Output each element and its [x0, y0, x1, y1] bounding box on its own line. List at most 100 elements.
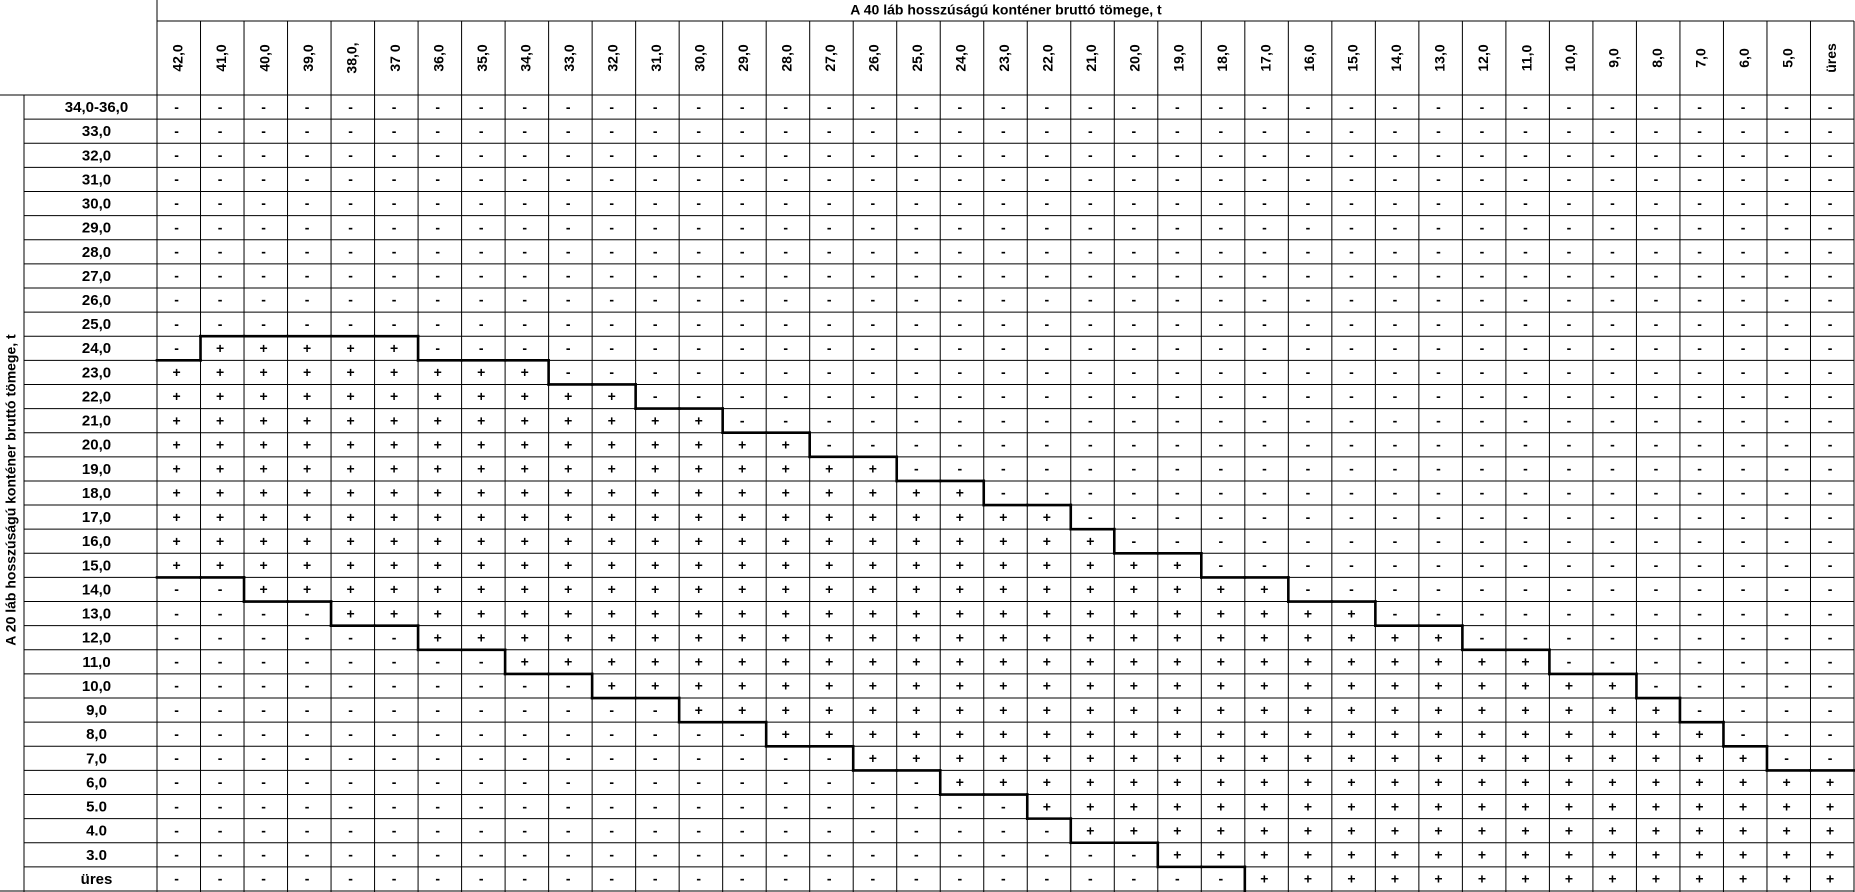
cell: - [479, 774, 484, 790]
cell: + [260, 461, 268, 477]
cell: + [260, 340, 268, 356]
cell: + [347, 605, 355, 621]
cell: - [1262, 195, 1267, 211]
cell: - [609, 268, 614, 284]
cell: - [1045, 99, 1050, 115]
cell: - [218, 678, 223, 694]
cell: - [392, 774, 397, 790]
cell: - [1523, 195, 1528, 211]
cell: - [827, 195, 832, 211]
cell: + [651, 629, 659, 645]
cell: - [1132, 316, 1137, 332]
cell: - [479, 678, 484, 694]
cell: - [1697, 436, 1702, 452]
cell: + [477, 461, 485, 477]
row-header: üres [81, 871, 113, 888]
cell: - [392, 702, 397, 718]
cell: + [1173, 847, 1181, 863]
cell: + [1304, 798, 1312, 814]
cell: + [1304, 774, 1312, 790]
cell: - [218, 316, 223, 332]
cell: + [738, 509, 746, 525]
cell: - [218, 871, 223, 887]
cell: - [1610, 340, 1615, 356]
cell: - [1132, 364, 1137, 380]
cell: + [434, 629, 442, 645]
cell: - [1088, 847, 1093, 863]
cell: + [1173, 774, 1181, 790]
cell: + [912, 750, 920, 766]
cell: + [172, 364, 180, 380]
cell: - [392, 822, 397, 838]
cell: - [1610, 629, 1615, 645]
cell: - [914, 268, 919, 284]
cell: - [827, 750, 832, 766]
cell: + [1347, 726, 1355, 742]
cell: - [218, 268, 223, 284]
column-header: 28,0 [779, 44, 795, 71]
cell: - [1436, 195, 1441, 211]
cell: + [825, 581, 833, 597]
cell: + [738, 654, 746, 670]
cell: + [1217, 702, 1225, 718]
cell: - [1001, 485, 1006, 501]
cell: - [653, 195, 658, 211]
cell: - [740, 364, 745, 380]
cell: - [1088, 147, 1093, 163]
row-axis-title: A 20 láb hosszúságú konténer bruttó töme… [3, 334, 19, 646]
cell: + [608, 581, 616, 597]
cell: - [261, 171, 266, 187]
cell: + [1782, 822, 1790, 838]
cell: - [1697, 171, 1702, 187]
cell: + [347, 581, 355, 597]
cell: - [1741, 533, 1746, 549]
cell: - [1262, 436, 1267, 452]
cell: + [303, 461, 311, 477]
column-header: 27,0 [822, 44, 838, 71]
cell: - [609, 798, 614, 814]
cell: - [1828, 702, 1833, 718]
cell: - [1567, 629, 1572, 645]
cell: - [1567, 123, 1572, 139]
cell: - [609, 243, 614, 259]
cell: - [1219, 171, 1224, 187]
cell: - [348, 316, 353, 332]
cell: + [1086, 654, 1094, 670]
cell: - [696, 774, 701, 790]
cell: - [435, 195, 440, 211]
cell: - [1262, 388, 1267, 404]
cell: - [1741, 678, 1746, 694]
cell: - [1697, 195, 1702, 211]
cell: - [348, 702, 353, 718]
cell: + [1565, 871, 1573, 887]
column-header: 13,0 [1431, 44, 1447, 71]
cell: - [827, 388, 832, 404]
cell: + [695, 509, 703, 525]
cell: - [392, 219, 397, 235]
cell: - [1610, 509, 1615, 525]
cell: - [1306, 243, 1311, 259]
cell: - [1306, 533, 1311, 549]
cell: - [305, 678, 310, 694]
cell: + [1739, 871, 1747, 887]
cell: + [1304, 605, 1312, 621]
cell: + [260, 509, 268, 525]
row-header: 19,0 [82, 461, 111, 478]
cell: - [1567, 219, 1572, 235]
cell: + [1739, 750, 1747, 766]
cell: - [566, 340, 571, 356]
cell: - [696, 822, 701, 838]
cell: - [1175, 316, 1180, 332]
cell: - [957, 798, 962, 814]
cell: + [216, 340, 224, 356]
cell: + [608, 509, 616, 525]
row-header: 13,0 [82, 606, 111, 623]
cell: - [566, 822, 571, 838]
cell: - [1654, 219, 1659, 235]
cell: - [1741, 557, 1746, 573]
cell: - [1523, 485, 1528, 501]
cell: - [696, 99, 701, 115]
cell: + [825, 485, 833, 501]
cell: - [1436, 316, 1441, 332]
cell: + [390, 509, 398, 525]
